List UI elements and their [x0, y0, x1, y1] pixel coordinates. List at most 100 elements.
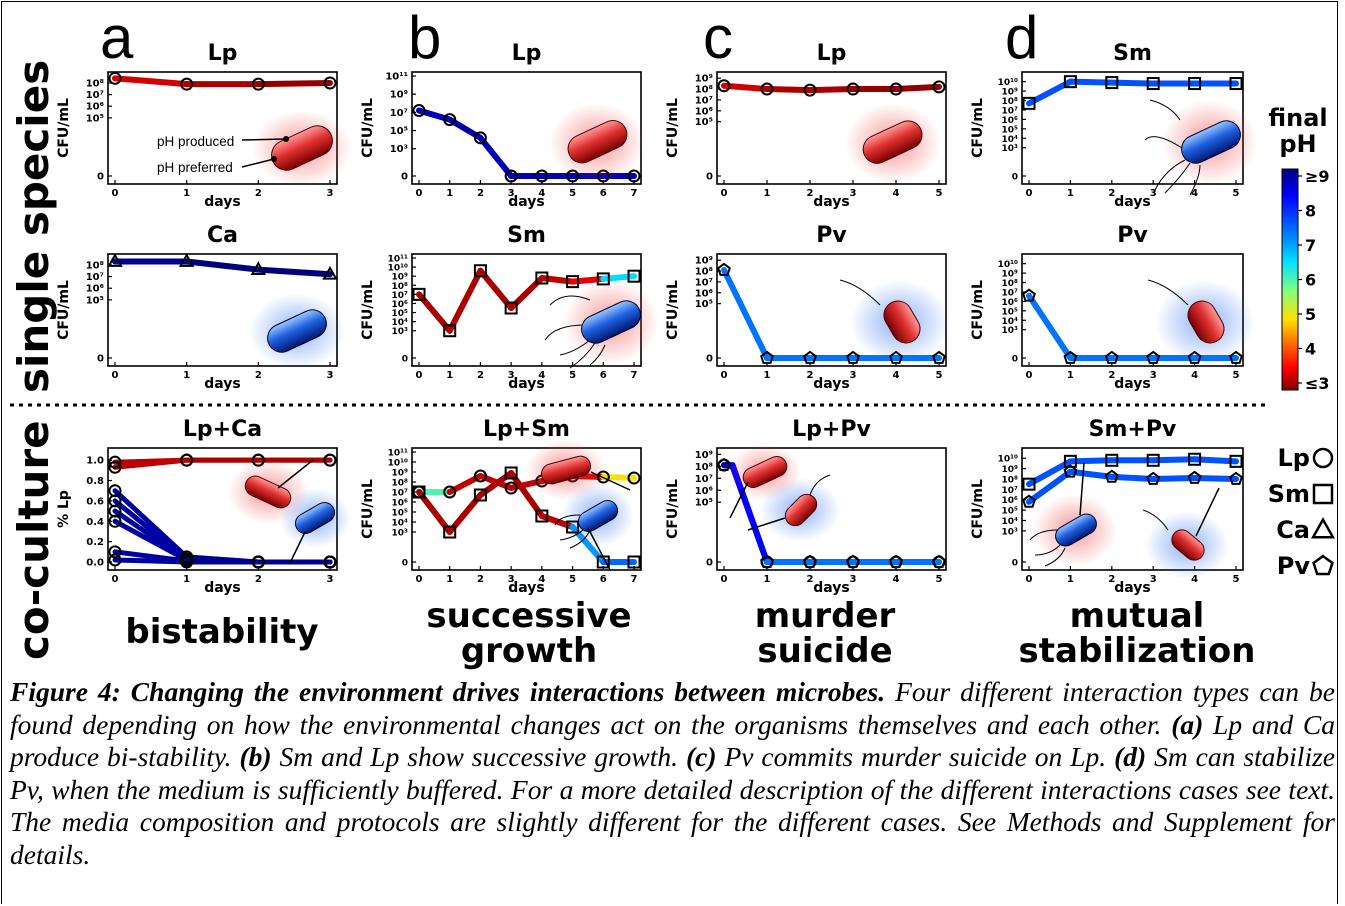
data-point-d3-1-4 — [1187, 470, 1202, 484]
y-tick-label: 10⁶ — [1002, 496, 1019, 506]
plot-frame-c1 — [716, 71, 947, 185]
data-point-d1-0-5 — [1229, 77, 1243, 91]
caption-c-text: Pv commits murder suicide on Lp. — [716, 741, 1115, 772]
x-tick-label: 0 — [112, 574, 119, 585]
colorbar-title-ph: pH — [1279, 130, 1316, 158]
caption-b-text: Sm and Lp show successive growth. — [271, 741, 686, 772]
y-tick-label: 10¹⁰ — [998, 78, 1018, 88]
x-tick-label: 0 — [416, 574, 423, 585]
y-tick-label: 10¹¹ — [385, 72, 408, 83]
y-tick-label: 10³ — [392, 327, 409, 337]
x-axis-label-b2: days — [508, 376, 545, 392]
y-tick-label: 10⁶ — [86, 102, 104, 113]
y-tick-label: 10⁷ — [390, 108, 408, 119]
data-point-d3-0-5 — [1229, 454, 1243, 468]
x-tick-label: 2 — [807, 188, 814, 199]
data-point-b3-1-4 — [535, 509, 549, 523]
x-tick-label: 3 — [1150, 188, 1157, 199]
chart-b1: 0 1 2 3 4 5 6 7 0 10³ 10⁵ 10⁷ 10⁹ 10¹¹ Lp days CFU/mL — [360, 41, 642, 210]
colorbar-ticks: ≥9 8 7 6 5 4 ≤3 — [1298, 167, 1330, 393]
legend-label-ca: Ca — [1276, 516, 1310, 544]
colorbar-tick-label: 6 — [1305, 271, 1316, 290]
data-point-b3-0-1 — [443, 485, 457, 499]
y-tick-label: 10⁴ — [1002, 517, 1019, 527]
chart-title-a3: Lp+Ca — [183, 417, 262, 442]
x-tick-label: 2 — [1108, 188, 1115, 199]
series-segment-d3-0-3 — [1150, 456, 1198, 464]
y-tick-label: 10⁹ — [392, 273, 409, 283]
data-point-c1-0-2 — [803, 83, 817, 97]
data-point-d1-0-0 — [1022, 96, 1036, 110]
x-tick-label: 6 — [600, 370, 607, 381]
x-tick-label: 2 — [807, 574, 814, 585]
data-point-d3-0-3 — [1146, 453, 1160, 467]
y-axis-label-d1: CFU/mL — [970, 98, 986, 158]
x-tick-label: 0 — [416, 188, 423, 199]
data-point-c3-1-0 — [717, 457, 731, 472]
x-tick-label: 3 — [327, 188, 334, 199]
x-tick-label: 7 — [631, 574, 638, 585]
data-point-a3-7-0 — [108, 553, 122, 567]
x-tick-label: 1 — [446, 188, 453, 199]
series-segment-a1-0-2 — [255, 79, 333, 88]
x-tick-label: 2 — [255, 188, 262, 199]
y-tick-label: 10³ — [392, 529, 409, 539]
x-tick-label: 5 — [1233, 574, 1240, 585]
x-tick-label: 0 — [112, 188, 119, 199]
y-tick-label: 0 — [401, 172, 408, 183]
x-axis-label-d2: days — [1114, 376, 1151, 392]
x-tick-label: 1 — [1067, 574, 1074, 585]
y-tick-label: 10⁷ — [695, 95, 713, 106]
y-tick-label: 10⁷ — [1002, 106, 1019, 116]
x-tick-label: 2 — [477, 188, 484, 199]
y-axis-label-c2: CFU/mL — [665, 280, 681, 340]
cell-icon-a1: pH produced pH preferred — [157, 110, 352, 186]
colorbar-tick-label: 5 — [1305, 305, 1316, 324]
caption-c-label: (c) — [686, 741, 717, 772]
caption-label: Figure 4: Changing the environment drive… — [10, 676, 886, 707]
caption-b-label: (b) — [239, 741, 272, 772]
y-tick-label: 10⁷ — [86, 272, 104, 283]
x-axis-label-a1: days — [204, 194, 241, 210]
cell-icon-b1 — [549, 103, 645, 183]
x-tick-label: 5 — [569, 574, 576, 585]
panel-letter-d: d — [1005, 4, 1038, 71]
y-tick-label: 10⁵ — [390, 126, 408, 137]
series-segment-d1-0-2 — [1108, 79, 1157, 87]
figure-4: single species co-culture a b c d 0 1 2 3 0 1… — [9, 4, 1336, 671]
series-segment-c1-0-1 — [764, 86, 813, 94]
interaction-label-c-line1: murder — [755, 596, 896, 636]
y-axis-label-d3: CFU/mL — [970, 479, 986, 539]
colorbar-tick-label: ≥9 — [1305, 167, 1330, 186]
y-tick-label: 0 — [1012, 559, 1018, 569]
y-tick-label: 1.0 — [86, 456, 104, 467]
x-tick-label: 2 — [1108, 370, 1115, 381]
cell-icon-d1 — [1144, 99, 1258, 196]
x-tick-label: 1 — [1067, 370, 1074, 381]
y-tick-label: 0.8 — [86, 476, 104, 487]
y-tick-label: 0 — [1012, 173, 1018, 183]
y-tick-label: 10⁹ — [695, 256, 713, 267]
colorbar-gradient — [1281, 168, 1299, 391]
y-tick-label: 10⁵ — [392, 509, 409, 519]
x-axis-label-d1: days — [1114, 194, 1151, 210]
x-tick-label: 2 — [807, 370, 814, 381]
interaction-label-a: bistability — [125, 612, 318, 652]
x-tick-label: 4 — [538, 574, 545, 585]
x-tick-label: 5 — [569, 188, 576, 199]
figure-caption: Figure 4: Changing the environment drive… — [10, 676, 1335, 871]
x-tick-label: 3 — [508, 370, 515, 381]
y-tick-label: 10⁴ — [392, 318, 409, 328]
y-tick-label: 10⁹ — [695, 450, 713, 461]
data-point-a3-1-1 — [180, 453, 194, 467]
label-ph-produced: pH produced — [157, 134, 234, 149]
y-axis-label-c1: CFU/mL — [665, 98, 681, 158]
cell-icon-c2 — [839, 279, 950, 364]
y-tick-label: 10⁶ — [1002, 298, 1019, 308]
legend-label-sm: Sm — [1268, 480, 1310, 508]
series-segment-d3-1-1 — [1067, 468, 1115, 480]
chart-title-c2: Pv — [816, 223, 847, 248]
cell-icon-a2 — [249, 293, 345, 369]
x-tick-label: 1 — [1067, 188, 1074, 199]
plot-frame-b3 — [411, 447, 642, 571]
